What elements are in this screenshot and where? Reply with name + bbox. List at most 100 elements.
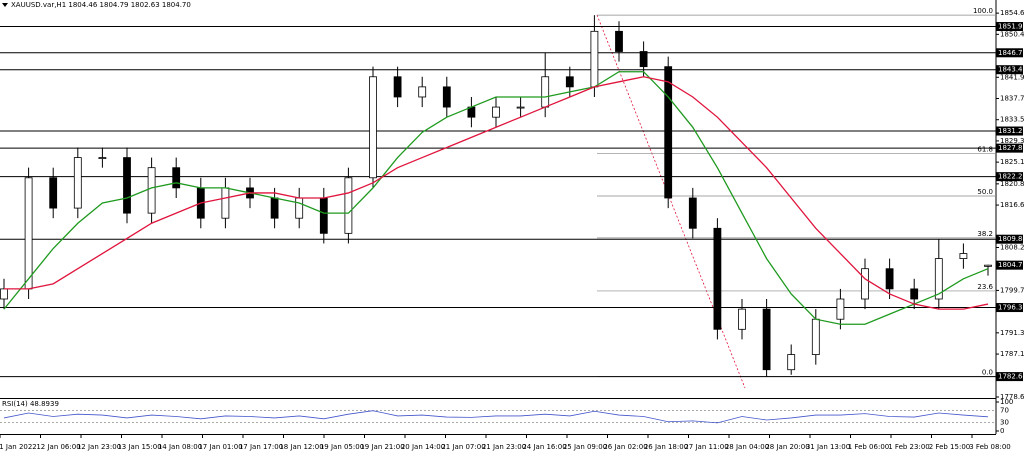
rsi-line bbox=[3, 410, 989, 424]
x-tick-label: 12 Jan 23:00 bbox=[77, 443, 121, 451]
x-tick-label: 14 Jan 08:00 bbox=[158, 443, 202, 451]
x-tick-label: 20 Jan 14:00 bbox=[401, 443, 445, 451]
fib-label: 61.8 bbox=[977, 146, 993, 154]
candle-body bbox=[49, 177, 58, 209]
candle-body bbox=[688, 197, 697, 229]
candle-body bbox=[615, 30, 623, 52]
y-tick-label: 1808.20 bbox=[1000, 243, 1024, 251]
level-box bbox=[996, 172, 1023, 182]
x-tick-label: 3 Feb 08:00 bbox=[969, 443, 1010, 451]
level-label: 1843.40 bbox=[998, 66, 1024, 74]
candle-body bbox=[172, 167, 181, 189]
candle-body bbox=[270, 197, 279, 219]
candle-body bbox=[738, 308, 746, 330]
y-tick-label: 1799.70 bbox=[1000, 286, 1024, 294]
y-tick-label: 1837.70 bbox=[1000, 94, 1024, 102]
level-label: 1822.23 bbox=[998, 173, 1024, 181]
y-tick-label: 1829.30 bbox=[1000, 137, 1024, 145]
level-box bbox=[996, 48, 1023, 58]
x-tick-label: 26 Jan 02:00 bbox=[603, 443, 647, 451]
y-tick-label: 1854.60 bbox=[1000, 9, 1024, 17]
y-tick-label: 1787.10 bbox=[1000, 350, 1024, 358]
level-label: 1831.26 bbox=[998, 127, 1024, 135]
x-tick-label: 24 Jan 16:00 bbox=[522, 443, 566, 451]
x-tick-label: 1 Feb 23:00 bbox=[888, 443, 929, 451]
candle-body bbox=[418, 86, 427, 98]
candle-body bbox=[123, 157, 131, 214]
fib-label: 50.0 bbox=[977, 188, 993, 196]
x-tick-label: 25 Jan 09:00 bbox=[563, 443, 607, 451]
y-tick-label: 1791.30 bbox=[1000, 329, 1024, 337]
candle-body bbox=[934, 258, 943, 300]
candle-body bbox=[959, 253, 968, 259]
rsi-tick-label: 70 bbox=[1000, 407, 1009, 415]
x-tick-label: 13 Jan 15:00 bbox=[117, 443, 161, 451]
candle-body bbox=[811, 318, 820, 355]
level-box bbox=[996, 65, 1023, 75]
y-tick-label: 1820.80 bbox=[1000, 180, 1024, 188]
level-label: 1846.75 bbox=[998, 49, 1024, 57]
x-tick-label: 19 Jan 05:00 bbox=[320, 443, 364, 451]
x-tick-label: 17 Jan 01:00 bbox=[198, 443, 242, 451]
fib-label: 38.2 bbox=[977, 230, 993, 238]
level-label: 1796.31 bbox=[998, 304, 1024, 312]
rsi-tick-label: 0 bbox=[1000, 427, 1004, 435]
candle-body bbox=[516, 106, 525, 109]
candle-body bbox=[836, 298, 845, 320]
candle-body bbox=[762, 308, 771, 371]
level-box bbox=[996, 143, 1023, 153]
level-label: 1809.84 bbox=[998, 235, 1024, 243]
x-tick-label: 31 Jan 13:00 bbox=[806, 443, 850, 451]
candle-body bbox=[295, 197, 304, 219]
level-label: 1851.95 bbox=[998, 23, 1024, 31]
candle-body bbox=[492, 106, 500, 118]
x-tick-label: 18 Jan 12:00 bbox=[279, 443, 323, 451]
rsi-tick-label: 100 bbox=[1000, 398, 1013, 406]
fib-anchor bbox=[596, 14, 746, 389]
rsi-title: RSI(14) 48.8939 bbox=[2, 400, 59, 408]
x-tick-label: 1 Feb 06:00 bbox=[848, 443, 889, 451]
x-tick-label: 26 Jan 18:00 bbox=[644, 443, 688, 451]
fib-label: 100.0 bbox=[973, 7, 993, 15]
x-tick-label: 19 Jan 21:00 bbox=[360, 443, 404, 451]
level-label: 1827.87 bbox=[998, 144, 1024, 152]
candle-body bbox=[147, 167, 156, 214]
x-tick-label: 17 Jan 17:00 bbox=[239, 443, 283, 451]
fib-label: 0.0 bbox=[982, 369, 993, 377]
x-tick-label: 21 Jan 07:00 bbox=[441, 443, 485, 451]
level-box bbox=[996, 303, 1023, 313]
level-box bbox=[996, 22, 1023, 32]
y-tick-label: 1778.60 bbox=[1000, 393, 1024, 401]
y-tick-label: 1833.50 bbox=[1000, 116, 1024, 124]
candle-body bbox=[73, 157, 82, 209]
candle-body bbox=[344, 177, 353, 234]
y-tick-label: 1816.60 bbox=[1000, 201, 1024, 209]
candle-body bbox=[910, 288, 919, 300]
candle-body bbox=[713, 227, 722, 330]
candle-body bbox=[0, 288, 8, 300]
x-tick-label: 12 Jan 06:00 bbox=[36, 443, 80, 451]
menu-arrow[interactable] bbox=[2, 3, 8, 7]
chart-title: XAUUSD.var,H1 1804.46 1804.79 1802.63 18… bbox=[11, 1, 191, 9]
rsi-tick-label: 30 bbox=[1000, 418, 1009, 426]
moving-average bbox=[4, 76, 989, 310]
candle-body bbox=[984, 264, 992, 267]
candle-body bbox=[861, 268, 869, 300]
level-box bbox=[996, 234, 1023, 244]
moving-average bbox=[3, 71, 989, 325]
candle-body bbox=[885, 268, 894, 290]
level-box bbox=[996, 126, 1023, 136]
x-tick-label: 2 Feb 15:00 bbox=[929, 443, 970, 451]
last-price-box bbox=[996, 260, 1023, 270]
candle-body bbox=[442, 86, 451, 108]
candle-body bbox=[664, 66, 673, 199]
candle-body bbox=[393, 76, 402, 98]
y-tick-label: 1825.10 bbox=[1000, 158, 1024, 166]
x-tick-label: 1 Jan 2022 bbox=[0, 443, 37, 451]
x-tick-label: 28 Jan 20:00 bbox=[765, 443, 809, 451]
candle-body bbox=[369, 76, 377, 179]
level-box bbox=[996, 372, 1023, 382]
